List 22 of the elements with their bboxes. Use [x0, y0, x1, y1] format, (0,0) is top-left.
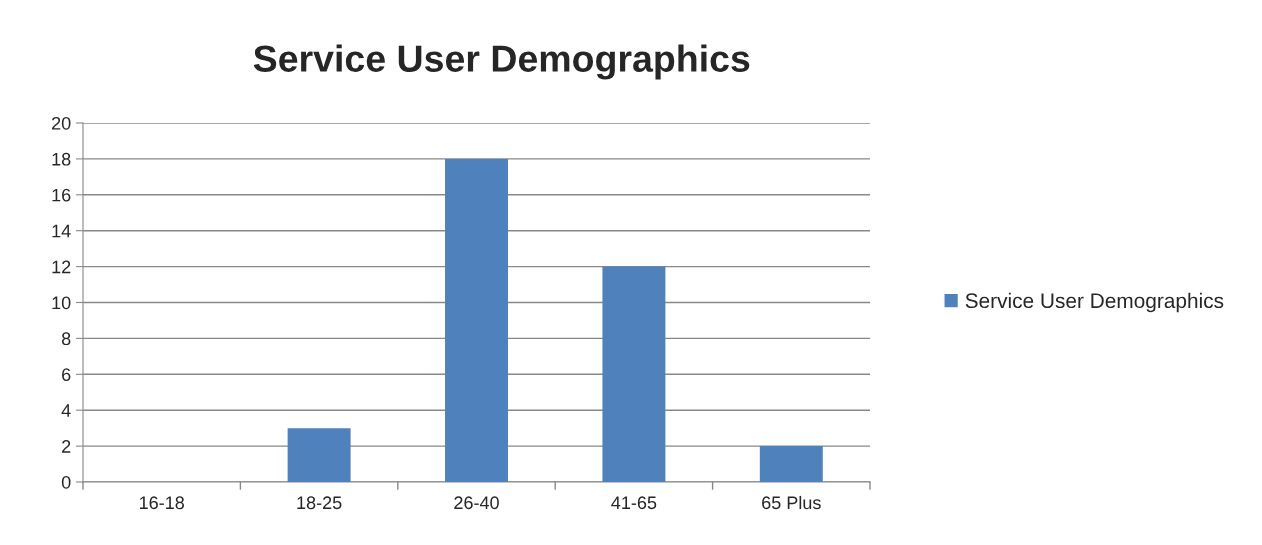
x-tick-label: 18-25: [297, 496, 342, 510]
y-tick-label: 18: [52, 152, 71, 166]
y-tick-label: 12: [52, 260, 71, 274]
bar: [602, 266, 666, 482]
bar: [759, 446, 823, 482]
bar: [445, 158, 508, 482]
y-tick-label: 10: [52, 296, 71, 310]
legend-label: Service User Demographics: [965, 292, 1224, 313]
y-tick-label: 8: [61, 332, 71, 346]
y-tick-label: 4: [61, 404, 71, 417]
y-tick-label: 2: [62, 440, 71, 453]
chart-title: Service User Demographics: [253, 44, 750, 80]
bar: [287, 428, 351, 482]
y-tick-label: 0: [61, 475, 71, 489]
x-tick-label: 41-65: [611, 496, 657, 510]
y-tick-label: 14: [52, 224, 71, 238]
y-tick-label: 6: [62, 368, 71, 382]
x-tick-label: 16-18: [139, 496, 185, 510]
x-tick-label: 26-40: [454, 496, 499, 510]
x-tick-label: 65 Plus: [762, 495, 821, 510]
y-tick-label: 16: [52, 188, 71, 202]
y-tick-label: 20: [52, 116, 71, 130]
